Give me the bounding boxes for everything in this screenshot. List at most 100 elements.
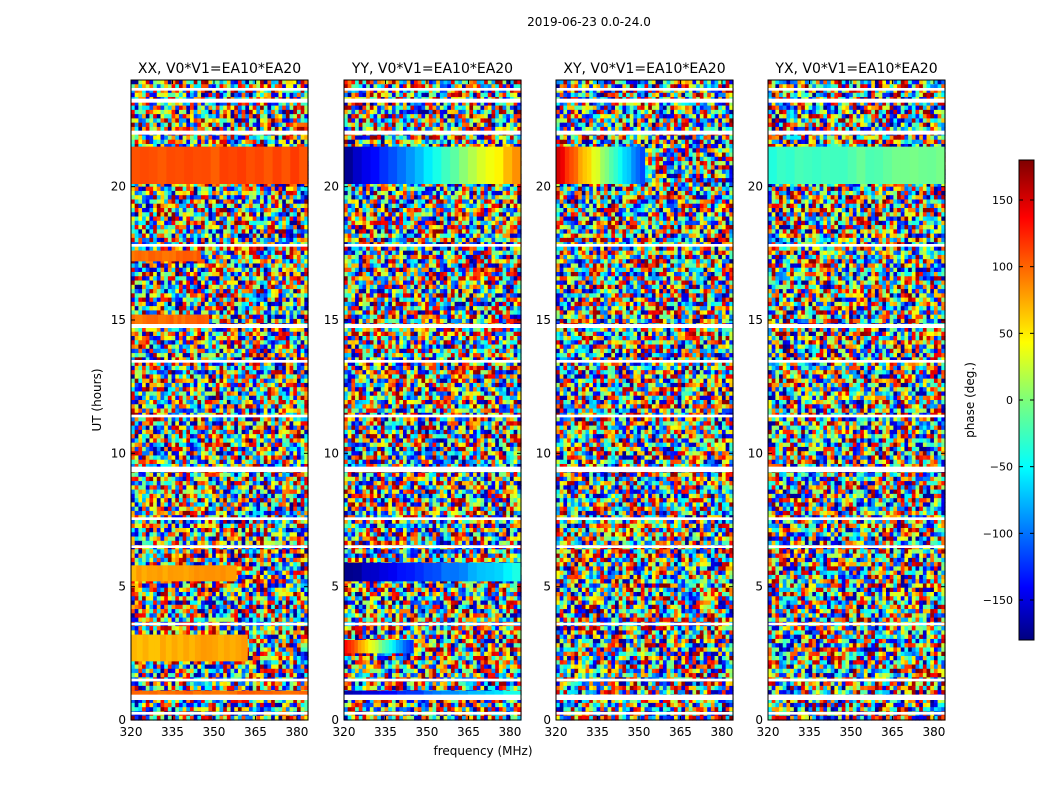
coherent-band-segment xyxy=(344,640,348,653)
flagged-band xyxy=(131,415,308,418)
coherent-band-segment xyxy=(189,315,193,326)
x-tick-label: 320 xyxy=(120,725,143,739)
coherent-band-segment xyxy=(353,147,362,184)
coherent-band-segment xyxy=(403,640,407,653)
coherent-band-segment xyxy=(857,147,866,184)
coherent-band-segment xyxy=(137,635,143,662)
coherent-band-segment xyxy=(205,565,211,581)
coherent-band-segment xyxy=(157,565,163,581)
coherent-band-segment xyxy=(246,147,255,184)
y-tick-label: 0 xyxy=(755,713,763,727)
flagged-band xyxy=(768,99,945,103)
coherent-band-segment xyxy=(207,635,213,662)
colorbar-tick-label: 0 xyxy=(1006,394,1013,407)
coherent-band-segment xyxy=(215,565,221,581)
coherent-band-segment xyxy=(231,565,237,581)
coherent-band-segment xyxy=(468,563,477,582)
flagged-band xyxy=(131,244,308,247)
coherent-band-segment xyxy=(795,147,804,184)
coherent-band-segment xyxy=(158,315,162,326)
y-axis-label: UT (hours) xyxy=(90,368,104,431)
coherent-band-segment xyxy=(768,147,777,184)
coherent-band-segment xyxy=(152,565,158,581)
coherent-band-segment xyxy=(143,635,149,662)
flagged-band xyxy=(344,324,521,328)
coherent-band-segment xyxy=(918,147,927,184)
flagged-band xyxy=(768,415,945,418)
coherent-band-segment xyxy=(205,315,209,326)
x-tick-label: 365 xyxy=(669,725,692,739)
x-tick-label: 380 xyxy=(710,725,733,739)
coherent-band-segment xyxy=(494,563,503,582)
flagged-band xyxy=(344,712,521,715)
flagged-band xyxy=(768,324,945,328)
colorbar-tick-label: 150 xyxy=(992,194,1013,207)
coherent-band-segment xyxy=(477,563,486,582)
coherent-band-segment xyxy=(385,640,389,653)
coherent-band-segment xyxy=(344,563,353,582)
coherent-band-segment xyxy=(591,147,596,184)
coherent-band-segment xyxy=(281,147,290,184)
flagged-band xyxy=(131,695,308,700)
flagged-band xyxy=(131,545,308,548)
coherent-band-segment xyxy=(177,315,181,326)
coherent-band-segment xyxy=(155,251,159,262)
coherent-band-segment xyxy=(131,147,140,184)
y-tick-label: 0 xyxy=(118,713,126,727)
x-tick-label: 380 xyxy=(922,725,945,739)
coherent-band-segment xyxy=(237,147,246,184)
coherent-band-segment xyxy=(190,251,194,262)
coherent-band-segment xyxy=(777,147,786,184)
flagged-band xyxy=(131,88,308,91)
x-tick-label: 320 xyxy=(545,725,568,739)
coherent-band-segment xyxy=(803,147,812,184)
coherent-band-segment xyxy=(392,640,396,653)
y-tick-label: 5 xyxy=(755,580,763,594)
coherent-band-segment xyxy=(140,147,149,184)
x-tick-label: 350 xyxy=(203,725,226,739)
coherent-band-segment xyxy=(441,147,450,184)
flagged-band xyxy=(768,712,945,715)
y-tick-label: 10 xyxy=(111,446,126,460)
flagged-band xyxy=(344,99,521,103)
coherent-band-segment xyxy=(189,635,195,662)
panel-title: YX, V0*V1=EA10*EA20 xyxy=(774,61,937,77)
coherent-band-segment xyxy=(565,147,570,184)
coherent-band-segment xyxy=(583,147,588,184)
flagged-band xyxy=(344,679,521,682)
flagged-band xyxy=(768,545,945,548)
coherent-band-segment xyxy=(901,147,910,184)
coherent-band-segment xyxy=(162,315,166,326)
coherent-band-segment xyxy=(368,640,372,653)
coherent-band-segment xyxy=(173,565,179,581)
coherent-band-segment xyxy=(371,563,380,582)
flagged-band xyxy=(768,623,945,626)
flagged-band xyxy=(556,545,733,548)
panel-title: XX, V0*V1=EA10*EA20 xyxy=(138,61,301,77)
flagged-band xyxy=(344,360,521,363)
flagged-band xyxy=(344,695,521,700)
y-tick-label: 20 xyxy=(536,180,551,194)
coherent-band-segment xyxy=(166,635,172,662)
x-tick-label: 350 xyxy=(628,725,651,739)
colorbar-tick-label: −100 xyxy=(983,527,1013,540)
coherent-band-segment xyxy=(631,147,636,184)
flagged-band xyxy=(556,712,733,715)
coherent-band-segment xyxy=(146,315,150,326)
x-tick-label: 365 xyxy=(244,725,267,739)
coherent-band-segment xyxy=(397,563,406,582)
coherent-band-segment xyxy=(883,147,892,184)
coherent-band-segment xyxy=(351,640,355,653)
coherent-band-segment xyxy=(197,251,201,262)
flagged-band xyxy=(344,545,521,548)
coherent-band-segment xyxy=(354,640,358,653)
flagged-band xyxy=(131,131,308,135)
coherent-band-segment xyxy=(450,563,459,582)
coherent-band-segment xyxy=(154,315,158,326)
coherent-band-segment xyxy=(433,563,442,582)
flagged-band xyxy=(768,360,945,363)
coherent-band-segment xyxy=(371,147,380,184)
coherent-band-segment xyxy=(512,563,521,582)
coherent-band-segment xyxy=(399,640,403,653)
